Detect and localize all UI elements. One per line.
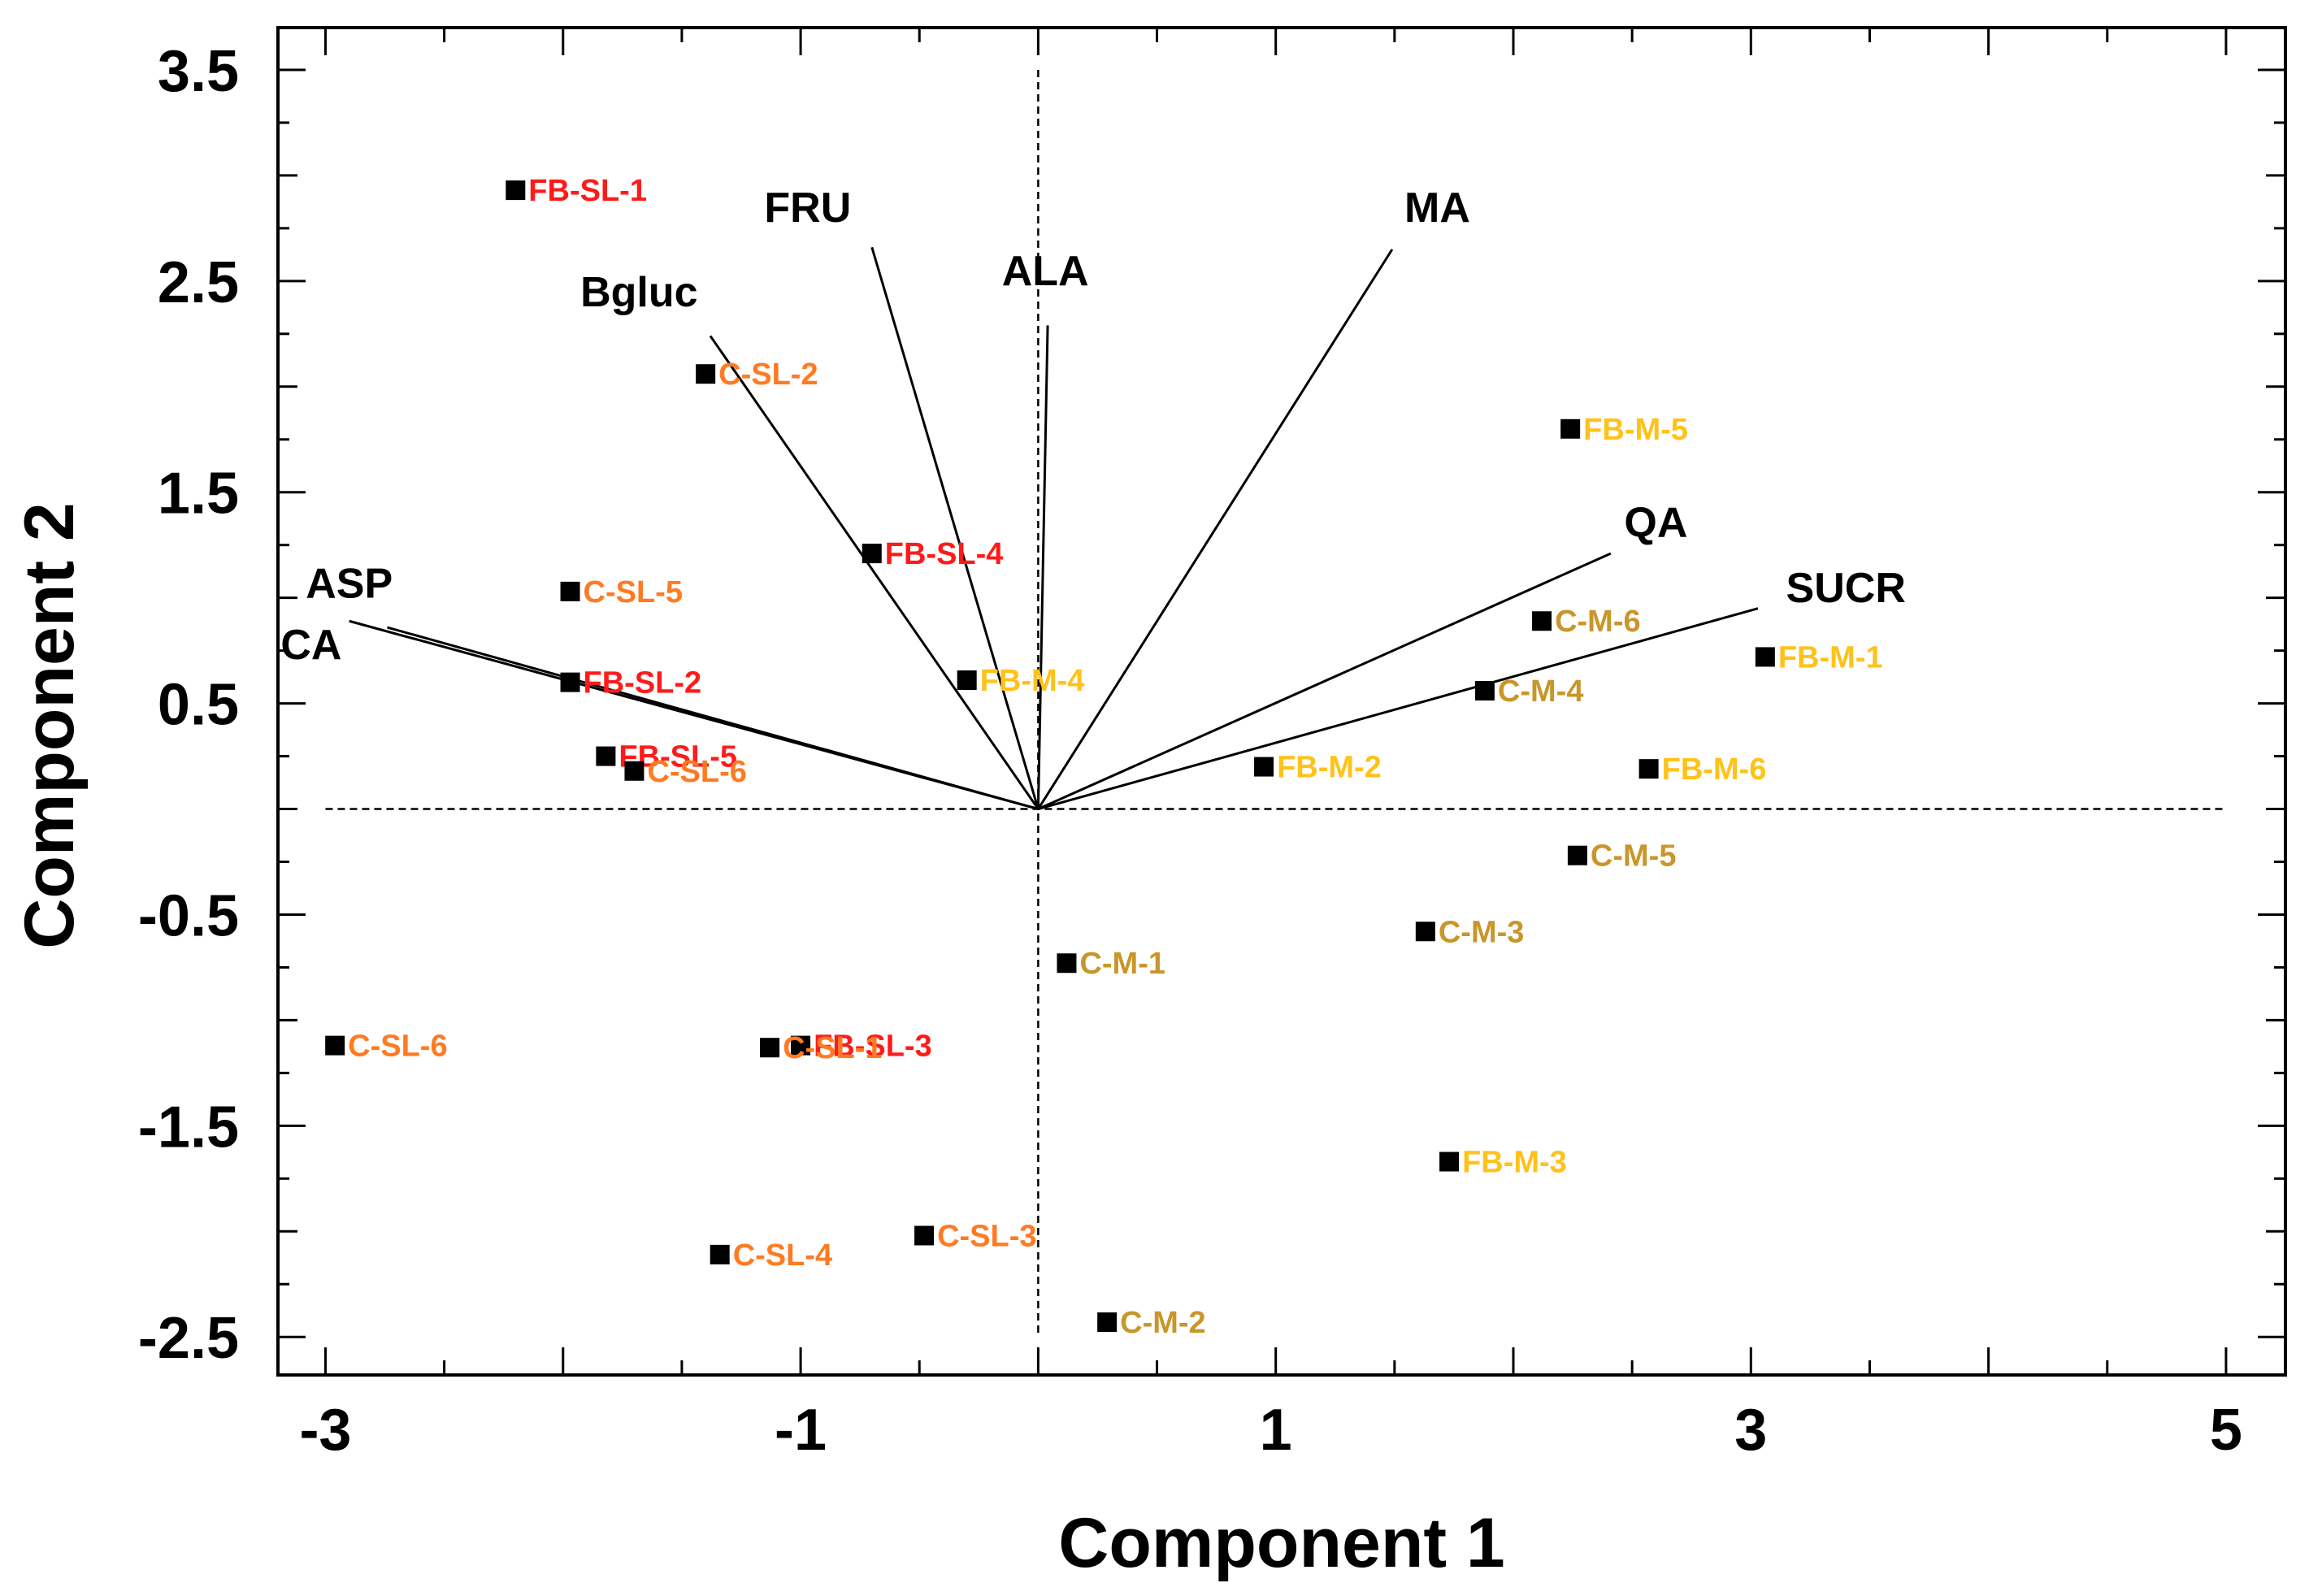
point-marker-fb-m-1 (1755, 647, 1775, 667)
point-marker-c-sl-5 (560, 581, 580, 601)
loading-vector-qa (1037, 552, 1612, 810)
point-label-c-m-1: C-M-1 (1079, 947, 1165, 981)
reference-lines (325, 69, 2226, 1338)
point-marker-c-m-5 (1567, 845, 1587, 865)
loading-label-fru: FRU (764, 184, 851, 232)
loading-vector-ala (1036, 325, 1049, 809)
loading-label-asp: ASP (306, 561, 393, 608)
loading-label-sucr: SUCR (1786, 565, 1906, 612)
point-label-c-sl-1: C-SL-1 (783, 1031, 882, 1065)
data-points: FB-SL-1FB-SL-2FB-SL-3FB-SL-4FB-SL-5C-SL-… (325, 174, 1883, 1340)
loading-vector-fru (870, 246, 1039, 809)
point-marker-c-sl-1 (760, 1038, 780, 1058)
point-marker-fb-m-6 (1638, 759, 1659, 779)
y-tick-label: 1.5 (158, 462, 239, 527)
point-marker-fb-sl-4 (862, 544, 882, 564)
plot-frame (276, 26, 2287, 1377)
point-label-c-sl-3: C-SL-3 (937, 1219, 1036, 1253)
point-label-fb-m-3: FB-M-3 (1462, 1146, 1567, 1180)
point-label-fb-m-6: FB-M-6 (1662, 752, 1767, 787)
point-marker-fb-m-2 (1254, 757, 1274, 777)
point-label-c-sl-5: C-SL-5 (584, 575, 683, 609)
point-marker-c-m-4 (1474, 681, 1495, 701)
loading-label-ca: CA (280, 622, 341, 669)
loading-vector-ca (349, 619, 1039, 810)
point-marker-fb-sl-5 (596, 746, 616, 766)
loading-label-bgluc: Bgluc (580, 269, 697, 316)
x-axis-ticks: -3 -1 1 3 5 (299, 28, 2242, 1463)
loading-vector-sucr (1037, 607, 1759, 810)
y-tick-label: 2.5 (158, 250, 239, 315)
loading-vector-ma (1037, 249, 1394, 810)
x-tick-label: 1 (1260, 1398, 1292, 1463)
y-axis-title: Component 2 (11, 502, 89, 948)
loading-label-qa: QA (1624, 499, 1687, 546)
point-marker-c-sl-4 (710, 1244, 730, 1264)
point-marker-fb-sl-1 (506, 180, 526, 201)
point-label-c-m-6: C-M-6 (1555, 605, 1641, 639)
loading-label-ala: ALA (1002, 248, 1089, 295)
point-label-fb-sl-2: FB-SL-2 (584, 666, 702, 700)
point-label-c-m-5: C-M-5 (1591, 839, 1677, 874)
y-tick-label: 0.5 (158, 673, 239, 738)
y-tick-label: -1.5 (138, 1095, 239, 1160)
x-tick-label: 3 (1734, 1398, 1767, 1463)
x-tick-label: -1 (775, 1398, 827, 1463)
y-tick-label: -2.5 (138, 1306, 239, 1371)
point-label-c-m-4: C-M-4 (1498, 674, 1584, 709)
loading-label-ma: MA (1404, 184, 1470, 232)
point-marker-fb-sl-3 (791, 1035, 811, 1056)
loading-vector-bgluc (709, 335, 1039, 810)
x-axis-title: Component 1 (1058, 1504, 1504, 1582)
y-axis-ticks: 3.5 2.5 1.5 0.5 -0.5 -1.5 -2.5 (138, 39, 2285, 1371)
point-marker-fb-m-3 (1439, 1151, 1460, 1172)
x-tick-label: -3 (299, 1398, 351, 1463)
point-marker-c-m-6 (1532, 611, 1552, 631)
point-label-c-sl-6: C-SL-6 (348, 1030, 447, 1064)
plot-border (276, 26, 2287, 1377)
point-marker-c-m-1 (1057, 953, 1077, 974)
point-label-c-sl-2: C-SL-2 (718, 358, 818, 392)
loading-vectors: FRU ALA MA Bgluc QA SUCR ASP CA (280, 184, 1906, 810)
point-label-c-sl-4: C-SL-4 (733, 1238, 832, 1273)
point-label-c-m-2: C-M-2 (1120, 1306, 1206, 1340)
x-tick-label: 5 (2210, 1398, 2242, 1463)
point-label-fb-m-5: FB-M-5 (1583, 413, 1688, 447)
point-marker-c-sl-2 (696, 364, 716, 384)
point-marker-fb-sl-2 (560, 672, 580, 692)
point-label-fb-sl-1: FB-SL-1 (528, 174, 647, 208)
point-marker-c-sl-6 (624, 761, 645, 781)
point-marker-fb-m-5 (1560, 419, 1581, 439)
point-marker-fb-m-4 (957, 670, 977, 691)
point-label-fb-m-2: FB-M-2 (1277, 751, 1382, 785)
y-tick-label: 3.5 (158, 39, 239, 104)
point-label-fb-sl-3: FB-SL-3 (814, 1030, 932, 1064)
point-label-c-m-3: C-M-3 (1439, 915, 1525, 949)
point-marker-c-sl-3 (914, 1225, 935, 1246)
point-marker-c-m-3 (1415, 922, 1435, 942)
point-marker-c-m-2 (1097, 1312, 1118, 1333)
point-label-fb-sl-4: FB-SL-4 (885, 537, 1004, 571)
y-tick-label: -0.5 (138, 883, 239, 948)
point-label-fb-m-1: FB-M-1 (1778, 640, 1883, 674)
point-label-fb-m-4: FB-M-4 (980, 664, 1085, 698)
point-label-c-sl-6: C-SL-6 (647, 755, 746, 789)
point-marker-c-sl-6 (325, 1035, 345, 1056)
